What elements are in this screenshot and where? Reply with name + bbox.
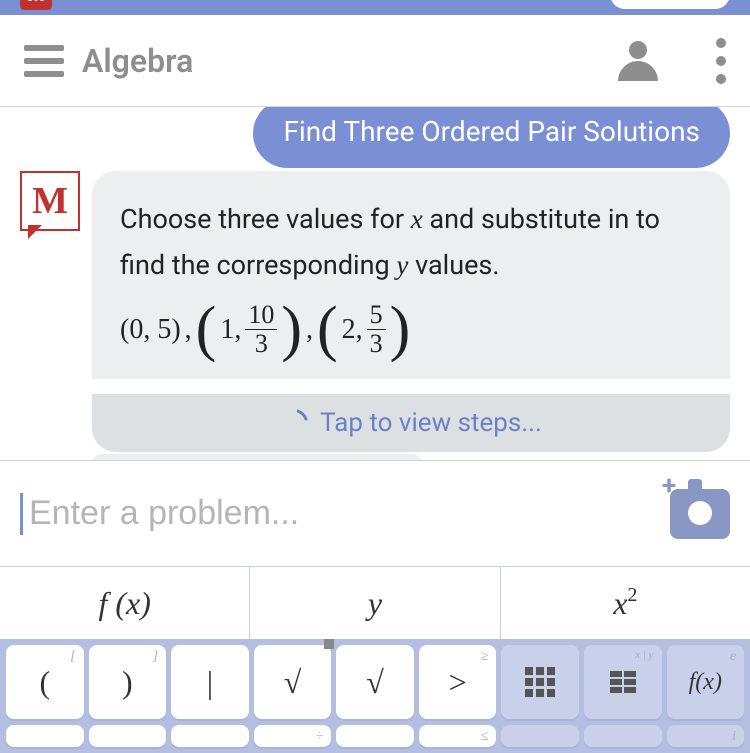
key-matrix[interactable]	[501, 645, 579, 719]
tap-steps-button[interactable]: Tap to view steps...	[92, 394, 730, 452]
key-r2-lt[interactable]: ≤	[419, 725, 497, 747]
input-caret	[20, 493, 23, 535]
tab-y[interactable]: y	[250, 567, 500, 639]
answer-card: Choose three values for x and substitute…	[92, 171, 730, 379]
tab-fx[interactable]: f (x)	[0, 567, 250, 639]
promo-banner: M Download free on iTunes	[0, 0, 750, 15]
more-icon[interactable]	[716, 38, 726, 84]
key-r2-5[interactable]	[336, 725, 414, 747]
key-abs[interactable]: |	[171, 645, 249, 719]
key-gt[interactable]: ≥>	[419, 645, 497, 719]
key-r2-2[interactable]	[89, 725, 167, 747]
answer-row: M Choose three values for x and substitu…	[20, 171, 730, 379]
next-card-peek	[92, 454, 422, 460]
input-bar: +	[0, 460, 750, 566]
key-r2-4[interactable]: ÷	[254, 725, 332, 747]
key-r2-1[interactable]	[6, 725, 84, 747]
request-pill[interactable]: Find Three Ordered Pair Solutions	[253, 107, 730, 168]
key-rparen[interactable]: ])	[89, 645, 167, 719]
key-r2-7[interactable]	[501, 725, 579, 747]
tab-x2[interactable]: x2	[501, 567, 750, 639]
app-header: Algebra	[0, 15, 750, 107]
user-icon[interactable]	[618, 41, 658, 81]
key-sqrt[interactable]: √	[254, 645, 332, 719]
camera-button[interactable]	[670, 489, 730, 539]
key-fx[interactable]: ef(x)	[667, 645, 745, 719]
promo-text: Download free on iTunes	[70, 0, 268, 4]
page-title: Algebra	[82, 42, 193, 80]
promo-download-button[interactable]	[610, 0, 730, 9]
tap-steps-label: Tap to view steps...	[320, 408, 542, 438]
math-keyboard: [( ]) | √ √ ≥> x | y ef(x) ÷ ≤ i	[0, 639, 750, 753]
keyboard-tabs: f (x) y x2	[0, 566, 750, 639]
chat-area: Find Three Ordered Pair Solutions M Choo…	[0, 107, 750, 460]
problem-input[interactable]	[29, 494, 654, 533]
app-logo-small: M	[20, 0, 52, 10]
answer-text: Choose three values for x and substitute…	[120, 203, 660, 281]
answer-math: (0, 5) , ( 1, 103 ) , ( 2, 53 )	[120, 301, 702, 359]
menu-icon[interactable]	[24, 45, 64, 77]
key-r2-3[interactable]	[171, 725, 249, 747]
key-r2-8[interactable]	[584, 725, 662, 747]
matrix-icon	[525, 667, 555, 697]
check-icon	[280, 409, 308, 437]
key-nthroot[interactable]: √	[336, 645, 414, 719]
key-lparen[interactable]: [(	[6, 645, 84, 719]
table-icon	[610, 671, 636, 693]
key-r2-i[interactable]: i	[667, 725, 745, 747]
bot-avatar: M	[20, 171, 80, 231]
key-table[interactable]: x | y	[584, 645, 662, 719]
